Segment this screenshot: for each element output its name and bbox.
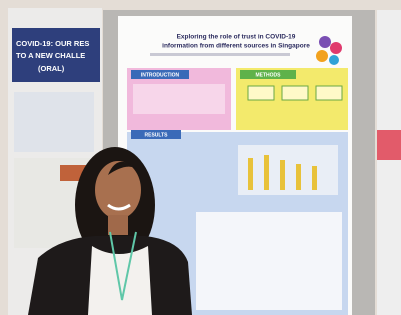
chart-bar — [296, 164, 301, 190]
chart-bar — [312, 166, 317, 190]
logo — [329, 55, 339, 65]
shirt — [88, 246, 152, 315]
right-poster-header — [377, 130, 401, 160]
chart-bar — [264, 155, 269, 190]
section-title: METHODS — [256, 72, 282, 78]
method-step — [282, 86, 308, 100]
banner-line: (ORAL) — [38, 64, 65, 73]
poster-title: information from different sources in Si… — [162, 43, 310, 50]
logo — [316, 50, 328, 62]
chart-bar — [280, 160, 285, 190]
method-step — [316, 86, 342, 100]
banner-line: TO A NEW CHALLE — [16, 51, 85, 60]
authors — [150, 53, 290, 56]
logo — [319, 36, 331, 48]
poster-title: Exploring the role of trust in COVID-19 — [177, 34, 296, 41]
photo: COVID-19: OUR RES TO A NEW CHALLE (ORAL)… — [0, 0, 401, 315]
intro-text — [133, 84, 225, 114]
section-title: RESULTS — [145, 132, 169, 138]
right-poster — [377, 10, 401, 315]
banner-line: COVID-19: OUR RES — [16, 39, 89, 48]
logo — [330, 42, 342, 54]
chart-bar — [248, 158, 253, 190]
section-title: INTRODUCTION — [141, 72, 180, 78]
left-content — [14, 92, 94, 152]
method-step — [248, 86, 274, 100]
results-table — [196, 212, 342, 310]
